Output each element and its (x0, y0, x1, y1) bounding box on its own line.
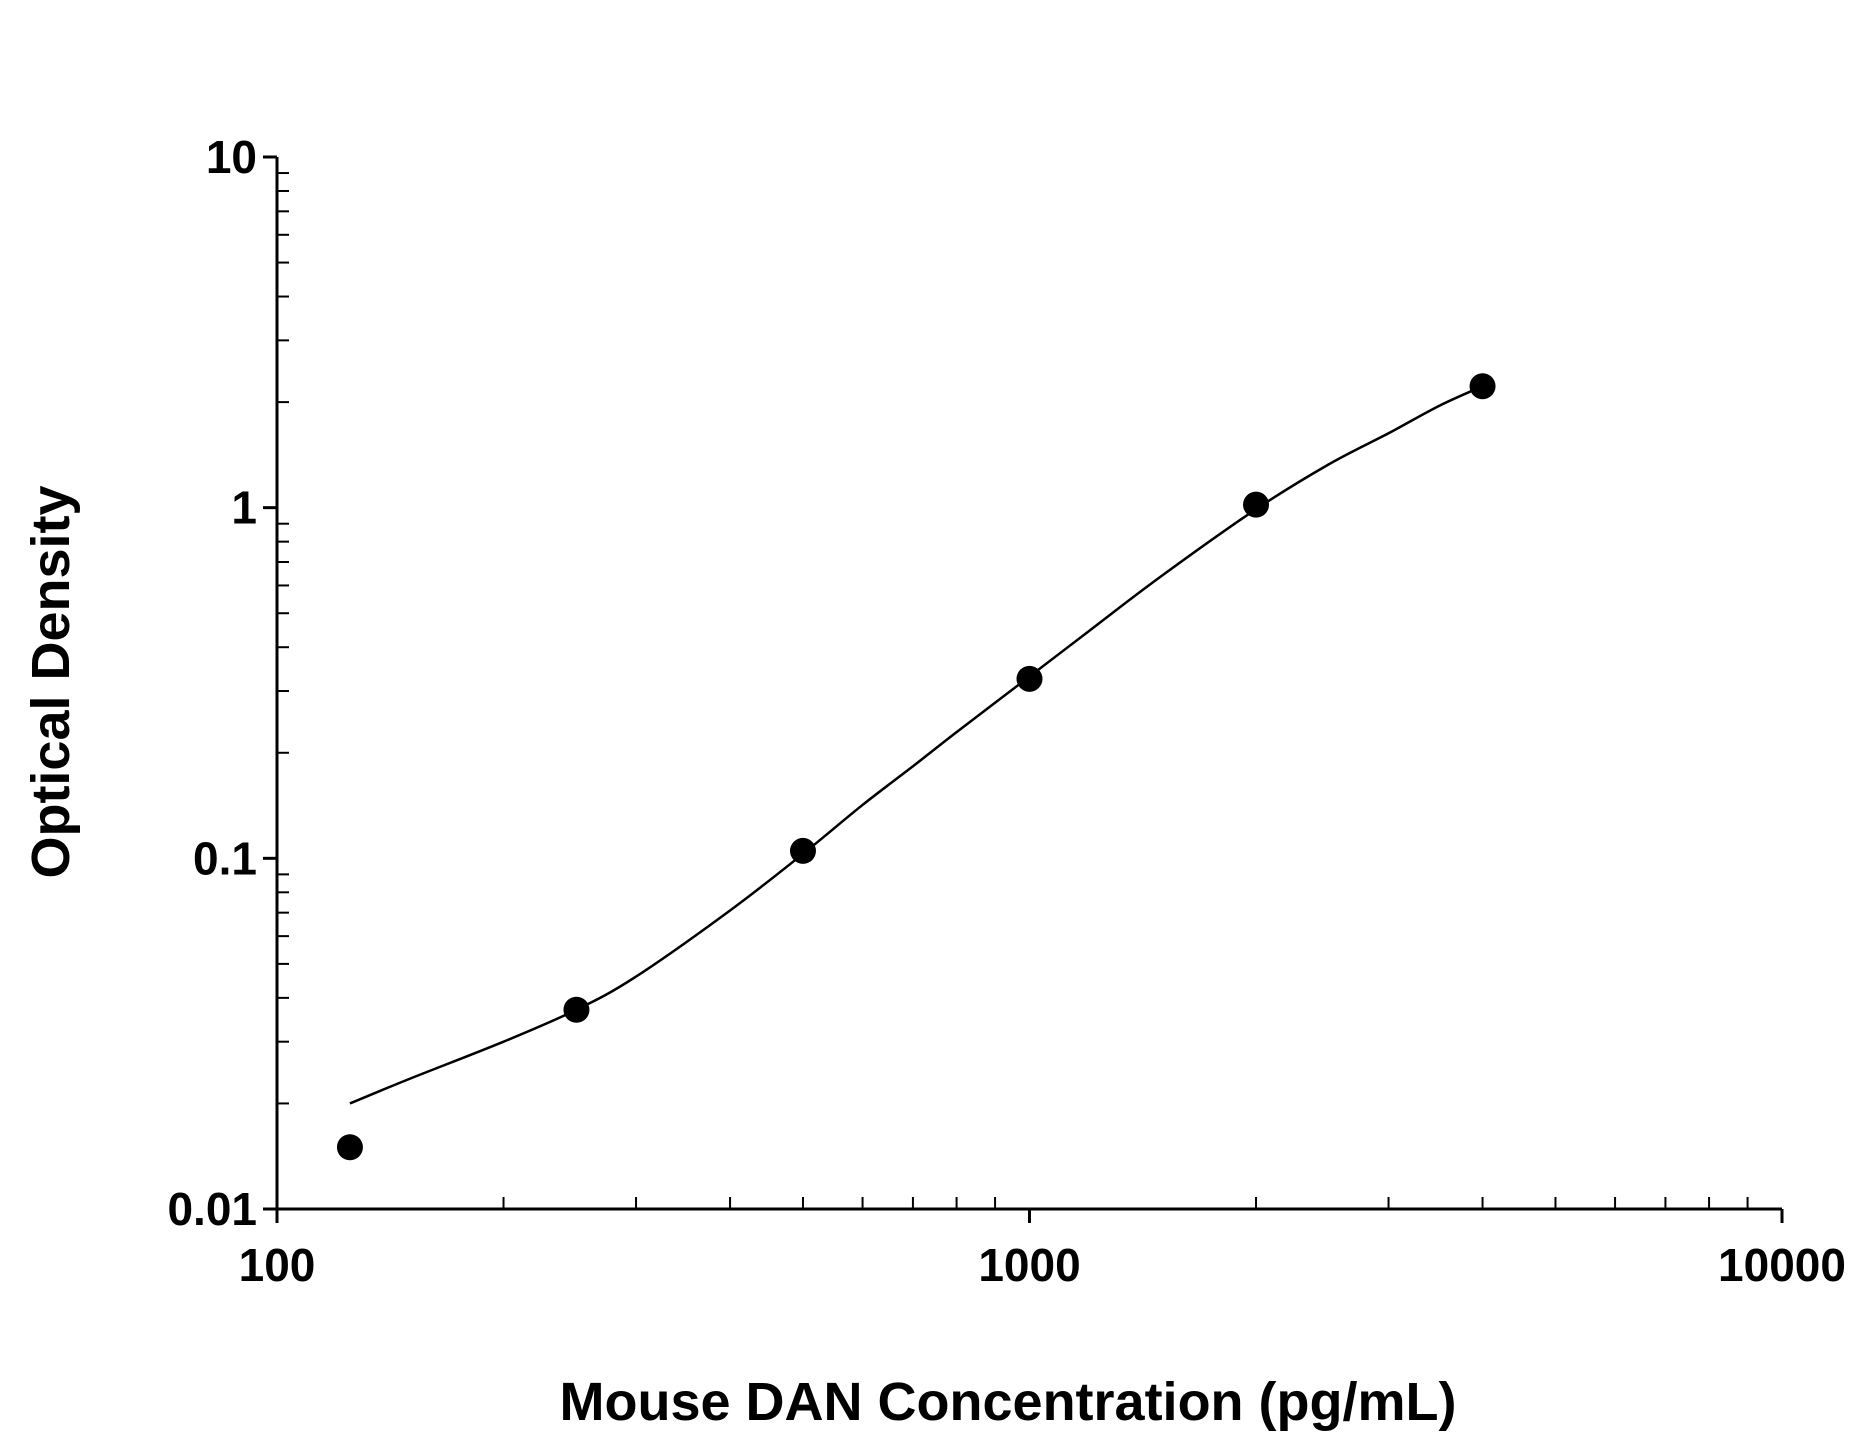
data-point (336, 1134, 363, 1161)
y-tick-label: 1 (231, 482, 257, 534)
data-point (789, 837, 816, 864)
y-tick-label: 0.01 (167, 1183, 257, 1235)
y-tick-label: 0.1 (193, 832, 257, 884)
data-point (563, 996, 590, 1023)
fit-curve-layer (349, 385, 1484, 1105)
x-tick-label: 1000 (978, 1239, 1080, 1291)
data-point (1016, 665, 1043, 692)
y-tick-label: 10 (206, 131, 257, 183)
data-point (1243, 491, 1270, 518)
y-axis-title: Optical Density (21, 485, 81, 878)
data-points-layer (336, 373, 1496, 1161)
data-point (1469, 373, 1496, 400)
fit-curve (349, 385, 1484, 1105)
x-tick-label: 100 (239, 1239, 316, 1291)
x-axis-title: Mouse DAN Concentration (pg/mL) (560, 1372, 1457, 1432)
x-tick-label: 10000 (1718, 1239, 1846, 1291)
axes: 0.01 0.1 1 10 100 1000 10000 (167, 131, 1845, 1291)
